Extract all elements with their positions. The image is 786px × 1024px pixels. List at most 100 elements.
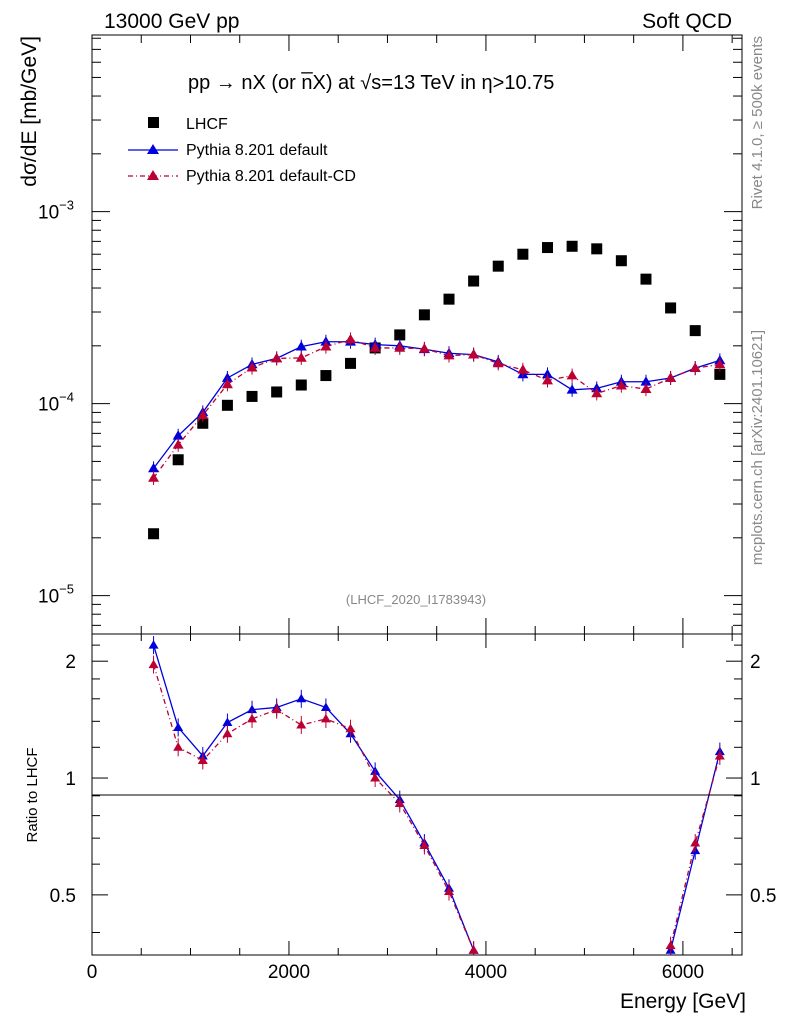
pythia-8-201-default-line [153, 341, 721, 469]
lhcf-point [197, 417, 209, 429]
pythia-8-201-default-cd-point [369, 342, 381, 352]
pythia-8-201-default-point [640, 376, 652, 386]
pythia-8-201-default-cd-point [541, 374, 553, 385]
legend-label-default-cd: Pythia 8.201 default-CD [186, 168, 356, 185]
pythia-8-201-default-cd-ratio-point [714, 750, 725, 760]
ratio-tick-label-right: 0.5 [750, 886, 776, 907]
pythia-8-201-default-cd-point [197, 409, 209, 420]
pythia-8-201-default-cd-point [517, 364, 529, 374]
x-axis-label: Energy [GeV] [620, 990, 746, 1013]
pythia-8-201-default-cd-point [443, 350, 455, 360]
title-sqrt-symbol: √ [360, 72, 371, 94]
pythia-8-201-default-ratio-line [152, 644, 475, 951]
pythia-8-201-default-cd-ratio-point [468, 945, 479, 954]
pythia-8-201-default-cd-ratio-point [394, 798, 405, 807]
x-tick-label: 0 [87, 962, 98, 983]
lhcf-point [566, 240, 578, 252]
pythia-8-201-default-cd-line [153, 338, 720, 479]
pythia-8-201-default-ratio-point [148, 640, 159, 649]
rivet-version-label: Rivet 4.1.0, ≥ 500k events [749, 36, 766, 209]
lhcf-point [148, 528, 160, 540]
pythia-8-201-default-cd-point [320, 341, 332, 351]
lhcf-point [221, 399, 233, 411]
y-tick-label: 10−5 [38, 582, 74, 608]
pythia-8-201-default-cd-ratio-point [665, 940, 676, 950]
pythia-8-201-default-cd-point [418, 343, 430, 353]
x-tick-label: 6000 [662, 962, 704, 983]
pythia-8-201-default-cd-ratio-point [173, 742, 184, 751]
pythia-8-201-default-cd-ratio-point [370, 773, 381, 782]
analysis-tag: (LHCF_2020_I1783943) [346, 592, 486, 607]
pythia-8-201-default-cd-ratio-point [247, 713, 258, 723]
lhcf-point [492, 260, 504, 272]
pythia-8-201-default-cd-point [714, 358, 726, 369]
pythia-8-201-default-ratio-point [222, 717, 233, 727]
pythia-8-201-default-cd-point [591, 387, 603, 398]
pythia-8-201-default-cd-ratio-point [444, 886, 455, 896]
lhcf-point [591, 243, 603, 255]
pythia-8-201-default-cd-point [271, 352, 283, 363]
ratio-tick-label: 2 [65, 652, 76, 673]
pythia-8-201-default-cd-ratio-point [690, 838, 701, 847]
pythia-8-201-default-ratio-point [296, 693, 307, 703]
lhcf-point [541, 242, 553, 254]
title-process: pp → nX (or n̅X) at [188, 71, 360, 94]
pythia-8-201-default-cd-point [221, 378, 233, 389]
lhcf-point [714, 368, 726, 380]
pythia-8-201-default-cd-point [665, 372, 677, 382]
pythia-8-201-default-point [148, 462, 160, 473]
plot-title: pp → nX (or n̅X) at √s=13 TeV in η>10.75 [188, 71, 554, 94]
title-cut: >10.75 [493, 72, 555, 94]
ratio-series [148, 636, 725, 955]
title-energy: =13 TeV in [381, 72, 481, 94]
lhcf-point [295, 379, 307, 391]
y-tick-label: 10−3 [38, 198, 74, 224]
y-axis-label: dσ/dE [mb/GeV] [18, 36, 41, 187]
mcplots-label: mcplots.cern.ch [arXiv:2401.10621] [749, 330, 766, 565]
ratio-y-axis-label: Ratio to LHCF [24, 747, 41, 842]
pythia-8-201-default-cd-point [295, 352, 307, 362]
lhcf-point [443, 293, 455, 305]
header-right: Soft QCD [642, 10, 732, 33]
title-eta-symbol: η [482, 72, 493, 94]
lhcf-point [394, 329, 406, 341]
lhcf-point [172, 454, 184, 466]
pythia-8-201-default-cd-point [345, 333, 357, 344]
pythia-8-201-default-cd-ratio-point [320, 713, 331, 723]
lhcf-point [320, 370, 332, 382]
pythia-8-201-default-cd-point [246, 362, 258, 372]
ratio-tick-label: 0.5 [50, 886, 76, 907]
legend-marker-default-cd [147, 170, 159, 180]
main-series [148, 240, 726, 540]
lhcf-point [689, 325, 701, 337]
pythia-8-201-default-cd-point [394, 342, 406, 352]
legend-marker-default [147, 144, 159, 154]
header-left: 13000 GeV pp [104, 10, 239, 33]
pythia-8-201-default-cd-point [148, 472, 160, 482]
legend-label-default: Pythia 8.201 default [186, 142, 328, 159]
lhcf-point [345, 357, 357, 369]
pythia-8-201-default-ratio-point [320, 702, 331, 711]
pythia-8-201-default-cd-ratio-line [152, 664, 475, 951]
pythia-8-201-default-cd-point [689, 362, 701, 373]
pythia-8-201-default-point [566, 384, 578, 394]
axis-ticks: 0 2000 4000 6000 10−3 10−4 10−5 0.5 0.5 1 1 2 2 [38, 35, 776, 983]
lhcf-point [418, 309, 430, 321]
legend-label-lhcf: LHCF [186, 116, 228, 133]
lhcf-point [615, 255, 627, 267]
pythia-8-201-default-cd-point [468, 349, 480, 359]
lhcf-point [271, 386, 283, 398]
pythia-8-201-default-cd-ratio-point [148, 659, 159, 669]
legend-marker-lhcf [148, 117, 159, 128]
pythia-8-201-default-cd-ratio-point [271, 704, 282, 714]
lhcf-point [665, 302, 677, 314]
pythia-8-201-default-cd-point [172, 439, 184, 449]
pythia-8-201-default-cd-point [492, 357, 504, 368]
pythia-8-201-default-cd-point [640, 383, 652, 393]
pythia-8-201-default-cd-ratio-point [296, 719, 307, 729]
ratio-tick-label-right: 1 [750, 769, 761, 790]
pythia-8-201-default-point [295, 341, 307, 351]
x-tick-label: 4000 [465, 962, 507, 983]
pythia-8-201-default-ratio-point [173, 722, 184, 731]
